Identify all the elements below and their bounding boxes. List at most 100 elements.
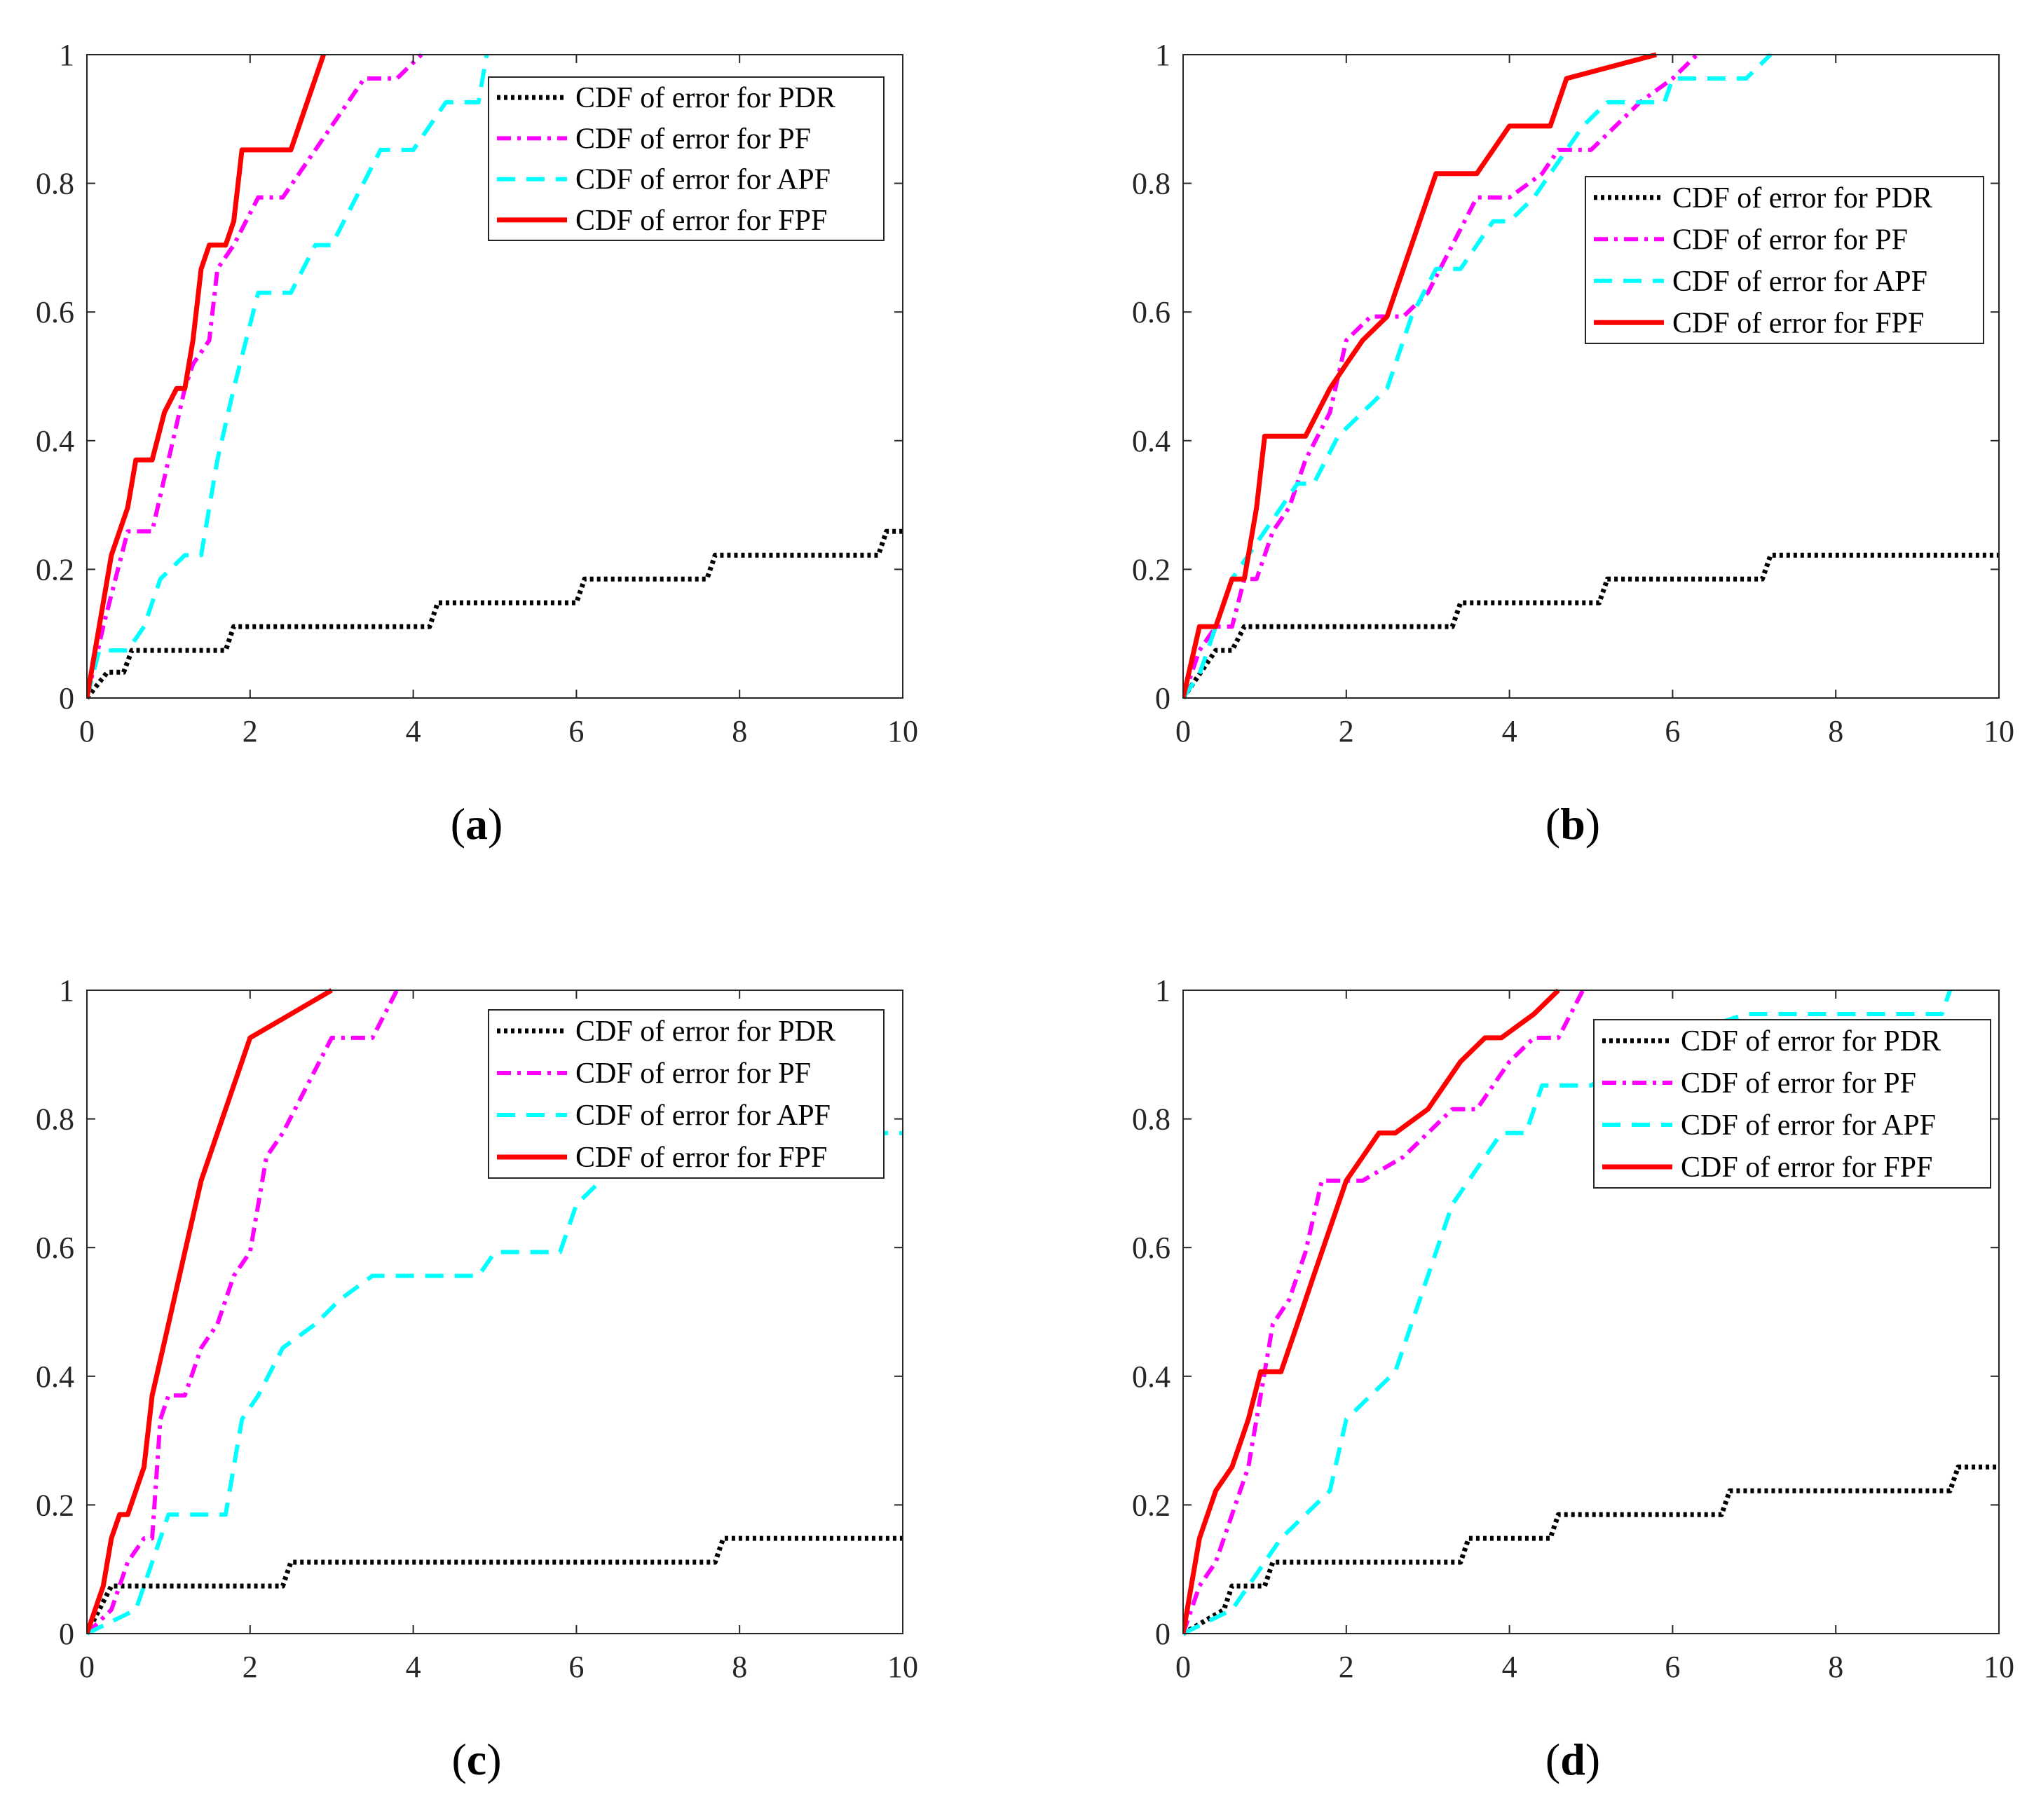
legend-label-pf: CDF of error for PF <box>1672 224 1908 256</box>
y-tick-label: 0.4 <box>1132 1360 1170 1394</box>
series-line-pf <box>1183 989 1585 1634</box>
axes-box <box>1182 54 2000 699</box>
axes-box <box>1182 990 2000 1634</box>
y-tick-label: 0.6 <box>36 295 74 329</box>
legend-label-pdr: CDF of error for PDR <box>1681 1025 1941 1058</box>
y-tick-label: 0.4 <box>36 424 74 458</box>
y-tick-label: 0.2 <box>36 552 74 587</box>
series-group <box>87 987 903 1636</box>
y-tick-label: 1 <box>1155 38 1170 72</box>
series-group <box>87 53 903 700</box>
chart-panel-c: 0 2 4 6 8 10 0 0.2 0.4 0.6 0.8 1 CDF of error for PD… <box>36 973 918 1784</box>
series-line-pdr <box>1183 552 1999 699</box>
y-tick-label: 0.4 <box>36 1360 74 1394</box>
y-tick-label: 1 <box>59 973 74 1008</box>
x-tick-label: 10 <box>887 1650 918 1684</box>
x-tick-label: 10 <box>887 714 918 748</box>
x-tick-label: 2 <box>243 1650 258 1684</box>
y-tick-label: 0.6 <box>1132 1231 1170 1265</box>
y-tick-label: 0.2 <box>36 1488 74 1522</box>
x-tick-label: 4 <box>1502 714 1517 748</box>
x-tick-label: 2 <box>1339 1650 1354 1684</box>
x-tick-label: 10 <box>1984 1650 2014 1684</box>
series-line-apf <box>1183 990 1953 1636</box>
legend-label-fpf: CDF of error for FPF <box>1672 307 1924 339</box>
series-line-pdr <box>1183 1464 1999 1636</box>
legend-label-fpf: CDF of error for FPF <box>575 205 827 237</box>
caption-letter: b <box>1560 799 1585 849</box>
caption-open-paren: ( <box>451 799 465 849</box>
y-tick-label: 0.8 <box>36 167 74 201</box>
caption-close-paren: ) <box>1585 1735 1600 1784</box>
caption-letter: a <box>465 799 488 849</box>
y-tick-label: 0.2 <box>1132 552 1170 587</box>
legend-label-pdr: CDF of error for PDR <box>1672 182 1932 214</box>
series-line-apf <box>87 1130 903 1636</box>
legend-label-pdr: CDF of error for PDR <box>575 82 835 114</box>
y-tick-label: 0 <box>59 1617 74 1651</box>
legend-box <box>1593 1019 1991 1189</box>
x-tick-label: 8 <box>732 1650 747 1684</box>
x-tick-label: 8 <box>732 714 747 748</box>
legend-box <box>1585 176 1984 344</box>
series-line-fpf <box>1183 52 1657 699</box>
x-tick-label: 6 <box>1665 1650 1680 1684</box>
x-tick-label: 8 <box>1828 714 1843 748</box>
axes-box <box>86 990 903 1634</box>
series-line-pdr <box>87 528 903 700</box>
chart-panel-d: 0 2 4 6 8 10 0 0.2 0.4 0.6 0.8 1 CDF of error for PD… <box>1132 973 2014 1784</box>
y-tick-label: 1 <box>59 38 74 72</box>
legend-label-pf: CDF of error for PF <box>1681 1067 1916 1100</box>
panel-caption: (c) <box>451 1735 501 1784</box>
legend: CDF of error for PDR CDF of error for PF C… <box>1585 176 1984 344</box>
caption-close-paren: ) <box>486 1735 501 1784</box>
caption-close-paren: ) <box>488 799 503 849</box>
caption-close-paren: ) <box>1585 799 1600 849</box>
legend-label-pf: CDF of error for PF <box>575 1058 811 1090</box>
legend-label-pf: CDF of error for PF <box>575 123 811 155</box>
plot-area <box>1183 55 1999 698</box>
legend-label-apf: CDF of error for APF <box>1672 266 1927 298</box>
x-tick-label: 4 <box>1502 1650 1517 1684</box>
legend-label-apf: CDF of error for APF <box>575 164 831 196</box>
y-tick-label: 0 <box>59 681 74 716</box>
caption-open-paren: ( <box>451 1735 466 1784</box>
chart-panel-a: 0 2 4 6 8 10 0 0.2 0.4 0.6 0.8 1 CDF of error for PD… <box>36 38 918 849</box>
x-tick-label: 0 <box>79 714 95 748</box>
series-line-fpf <box>87 987 333 1635</box>
legend-label-fpf: CDF of error for FPF <box>1681 1151 1932 1184</box>
panel-caption: (a) <box>451 799 503 849</box>
y-tick-label: 0 <box>1155 1617 1170 1651</box>
panel-caption: (b) <box>1545 799 1600 849</box>
x-tick-label: 6 <box>568 1650 584 1684</box>
y-tick-label: 0.8 <box>1132 167 1170 201</box>
legend-label-apf: CDF of error for APF <box>1681 1109 1936 1142</box>
legend-label-apf: CDF of error for APF <box>575 1100 831 1132</box>
caption-open-paren: ( <box>1545 1735 1560 1784</box>
series-group <box>1183 988 1999 1636</box>
caption-letter: d <box>1560 1735 1585 1784</box>
caption-open-paren: ( <box>1545 799 1560 849</box>
y-tick-label: 0.6 <box>36 1231 74 1265</box>
series-group <box>1183 52 1999 699</box>
legend-box <box>488 76 885 241</box>
y-tick-label: 0 <box>1155 681 1170 716</box>
x-tick-label: 4 <box>406 714 421 748</box>
caption-letter: c <box>467 1735 486 1784</box>
series-line-fpf <box>87 53 326 699</box>
x-tick-label: 8 <box>1828 1650 1843 1684</box>
legend-label-fpf: CDF of error for FPF <box>575 1142 827 1174</box>
series-line-pf <box>87 53 423 699</box>
y-tick-label: 0.8 <box>36 1102 74 1137</box>
x-tick-label: 0 <box>1175 714 1191 748</box>
x-tick-label: 6 <box>568 714 584 748</box>
y-tick-label: 0.6 <box>1132 295 1170 329</box>
x-tick-label: 6 <box>1665 714 1680 748</box>
legend: CDF of error for PDR CDF of error for PF C… <box>488 76 885 241</box>
x-tick-label: 2 <box>243 714 258 748</box>
legend: CDF of error for PDR CDF of error for PF C… <box>488 1009 885 1179</box>
panel-caption: (d) <box>1545 1735 1600 1784</box>
x-tick-label: 2 <box>1339 714 1354 748</box>
y-tick-label: 0.4 <box>1132 424 1170 458</box>
